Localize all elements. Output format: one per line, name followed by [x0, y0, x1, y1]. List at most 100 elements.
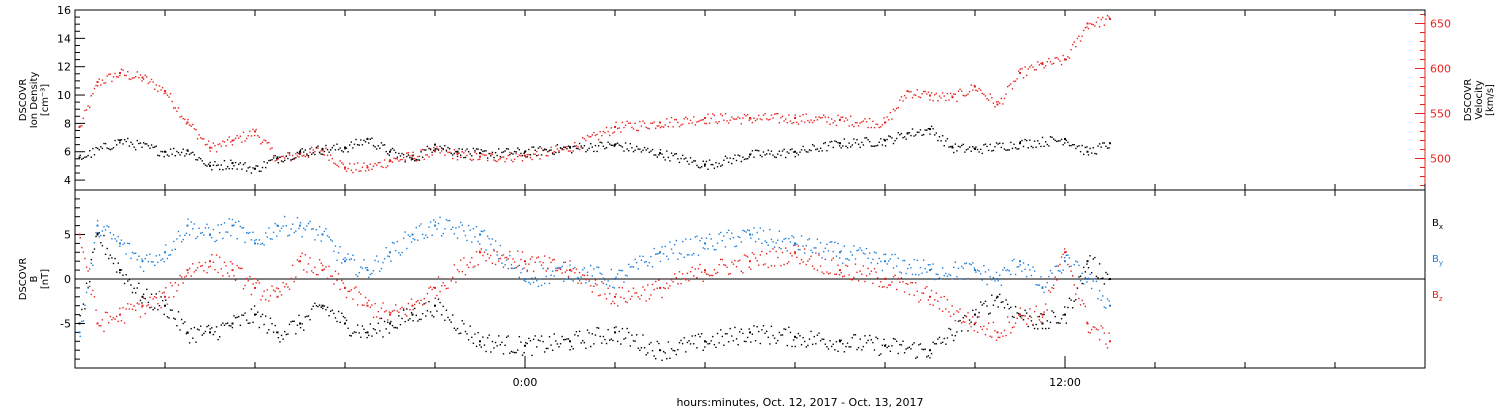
density-series-trace-dot [578, 142, 581, 145]
bz-series-trace-dot [547, 267, 549, 269]
by-series-trace-dot [100, 234, 102, 237]
bz-series-trace-dot [383, 311, 386, 313]
bz-series-trace-dot [670, 279, 673, 281]
by-series-trace-dot [762, 230, 765, 232]
velocity-series-trace-dot [469, 158, 471, 161]
density-series-trace-dot [112, 147, 115, 149]
bz-series-trace-dot [651, 283, 654, 286]
bz-series-trace-dot [532, 270, 535, 273]
by-series-trace-dot [293, 231, 295, 234]
velocity-series-trace-dot [320, 150, 322, 152]
velocity-series-trace-dot [304, 155, 307, 158]
velocity-series-trace-dot [371, 168, 373, 171]
density-series-trace-dot [575, 147, 578, 150]
bx-series-trace-dot [285, 333, 287, 336]
bz-series-point [1019, 313, 1021, 316]
bx-series-trace-dot [929, 357, 931, 359]
bz-series-trace-dot [146, 305, 148, 307]
bz-series-trace-dot [89, 285, 91, 288]
velocity-series-trace-dot [440, 150, 443, 152]
bx-series-trace-dot [1065, 322, 1068, 324]
bz-series-trace-dot [463, 257, 465, 259]
velocity-series-trace-dot [154, 88, 156, 91]
bz-series-trace-dot [93, 296, 96, 298]
bx-series-trace-dot [272, 331, 275, 333]
by-series-trace-dot [561, 265, 563, 268]
bz-series-trace-dot [926, 286, 928, 288]
density-series-trace-dot [729, 157, 731, 159]
density-series-trace-dot [713, 167, 716, 169]
bx-series-trace-dot [233, 315, 235, 317]
density-series-trace-dot [528, 148, 530, 151]
by-series-trace-dot [1105, 307, 1107, 309]
velocity-series-trace-dot [577, 146, 579, 148]
bx-series-trace-dot [1105, 271, 1107, 274]
bz-series-trace-dot [204, 261, 207, 264]
density-series-trace-dot [1048, 145, 1050, 147]
bz-series-trace-dot [674, 273, 676, 275]
bz-series-trace-dot [214, 268, 216, 271]
bz-series-trace-dot [984, 333, 987, 336]
by-series-trace-dot [231, 218, 234, 221]
velocity-series-trace-dot [964, 95, 966, 97]
by-series-point [479, 233, 481, 236]
x-axis-title: hours:minutes, Oct. 12, 2017 - Oct. 13, … [676, 396, 923, 409]
velocity-series-trace-dot [1105, 18, 1107, 20]
bz-series-trace-dot [834, 273, 836, 276]
bx-series-trace-dot [1044, 327, 1047, 330]
bx-series-trace-dot [364, 331, 367, 334]
by-series-trace-dot [799, 248, 801, 251]
density-series-trace-dot [483, 150, 486, 152]
bz-series-trace-dot [119, 307, 121, 310]
density-series-trace-dot [823, 142, 825, 145]
bz-series-trace-dot [161, 292, 164, 294]
density-series-trace-dot [474, 150, 476, 152]
velocity-series-trace-dot [95, 84, 97, 87]
by-series-trace-dot [101, 230, 104, 232]
density-series-trace-dot [856, 139, 858, 141]
bz-series-trace-dot [799, 262, 801, 265]
bz-series-trace-dot [559, 268, 562, 271]
by-series-trace-dot [230, 234, 232, 237]
density-series-trace-dot [750, 153, 752, 155]
velocity-series-trace-dot [499, 157, 502, 160]
bz-series-trace-dot [762, 264, 765, 266]
bz-series-trace-dot [269, 295, 272, 297]
bz-series-trace-dot [453, 264, 456, 266]
velocity-series-trace-dot [257, 134, 259, 137]
by-series-trace-dot [883, 253, 885, 256]
bz-series-trace-dot [631, 295, 633, 298]
bz-series-trace-dot [934, 299, 936, 301]
velocity-series-trace-dot [830, 118, 833, 120]
bz-series-trace-dot [804, 248, 806, 250]
bz-series-trace-dot [567, 275, 570, 278]
by-series-trace-dot [93, 242, 96, 244]
velocity-series-trace-dot [911, 96, 914, 99]
density-series-trace-dot [626, 148, 628, 150]
by-series-trace-dot [951, 278, 953, 280]
density-series-trace-dot [299, 149, 302, 151]
bx-series-trace-dot [114, 257, 116, 260]
velocity-series-trace-dot [1029, 66, 1031, 68]
density-series-trace-dot [439, 145, 441, 148]
velocity-series-trace-dot [1094, 25, 1096, 27]
velocity-series-trace-dot [272, 155, 275, 157]
by-series-trace-dot [1027, 264, 1029, 266]
density-series-trace-dot [775, 156, 777, 159]
velocity-series-trace-dot [762, 114, 765, 116]
by-series-trace-dot [1075, 260, 1077, 262]
by-series-trace-dot [212, 228, 215, 231]
by-series-trace-dot [1079, 279, 1082, 282]
density-series-point [659, 152, 661, 155]
velocity-series-trace-dot [853, 125, 855, 128]
bx-series-trace-dot [819, 340, 822, 342]
density-series-trace-dot [225, 168, 227, 170]
density-series-trace-dot [945, 140, 947, 142]
density-series-trace-dot [899, 134, 901, 136]
bz-series-trace-dot [732, 263, 735, 265]
bz-series-trace-dot [761, 250, 763, 253]
by-series-trace-dot [664, 245, 666, 248]
density-series-trace-dot [402, 153, 405, 156]
bz-series-trace-dot [152, 298, 154, 300]
velocity-series-trace-dot [502, 156, 505, 158]
